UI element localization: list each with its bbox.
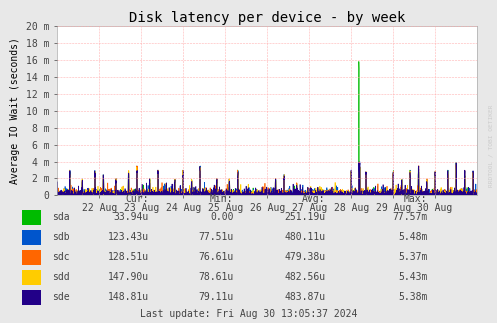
Text: 78.61u: 78.61u bbox=[198, 272, 234, 282]
Text: 5.37m: 5.37m bbox=[398, 252, 427, 262]
Text: 77.51u: 77.51u bbox=[198, 232, 234, 242]
Text: 5.38m: 5.38m bbox=[398, 292, 427, 302]
Text: Max:: Max: bbox=[404, 194, 427, 204]
Text: sde: sde bbox=[52, 292, 70, 302]
Text: 79.11u: 79.11u bbox=[198, 292, 234, 302]
Text: 479.38u: 479.38u bbox=[284, 252, 326, 262]
Text: 0.00: 0.00 bbox=[210, 212, 234, 222]
Y-axis label: Average IO Wait (seconds): Average IO Wait (seconds) bbox=[10, 37, 20, 184]
Text: sdc: sdc bbox=[52, 252, 70, 262]
Text: Avg:: Avg: bbox=[302, 194, 326, 204]
Text: Min:: Min: bbox=[210, 194, 234, 204]
Text: 77.57m: 77.57m bbox=[392, 212, 427, 222]
Text: 123.43u: 123.43u bbox=[108, 232, 149, 242]
Text: 480.11u: 480.11u bbox=[284, 232, 326, 242]
Text: 483.87u: 483.87u bbox=[284, 292, 326, 302]
Text: 5.48m: 5.48m bbox=[398, 232, 427, 242]
Text: 147.90u: 147.90u bbox=[108, 272, 149, 282]
Text: 148.81u: 148.81u bbox=[108, 292, 149, 302]
Text: RRDTOOL / TOBI OETIKER: RRDTOOL / TOBI OETIKER bbox=[488, 104, 493, 187]
Text: Cur:: Cur: bbox=[126, 194, 149, 204]
Text: 76.61u: 76.61u bbox=[198, 252, 234, 262]
Title: Disk latency per device - by week: Disk latency per device - by week bbox=[129, 11, 406, 25]
Text: sdd: sdd bbox=[52, 272, 70, 282]
Text: 33.94u: 33.94u bbox=[114, 212, 149, 222]
Text: Last update: Fri Aug 30 13:05:37 2024: Last update: Fri Aug 30 13:05:37 2024 bbox=[140, 309, 357, 319]
Text: sda: sda bbox=[52, 212, 70, 222]
Text: 5.43m: 5.43m bbox=[398, 272, 427, 282]
Text: sdb: sdb bbox=[52, 232, 70, 242]
Text: 251.19u: 251.19u bbox=[284, 212, 326, 222]
Text: 482.56u: 482.56u bbox=[284, 272, 326, 282]
Text: 128.51u: 128.51u bbox=[108, 252, 149, 262]
